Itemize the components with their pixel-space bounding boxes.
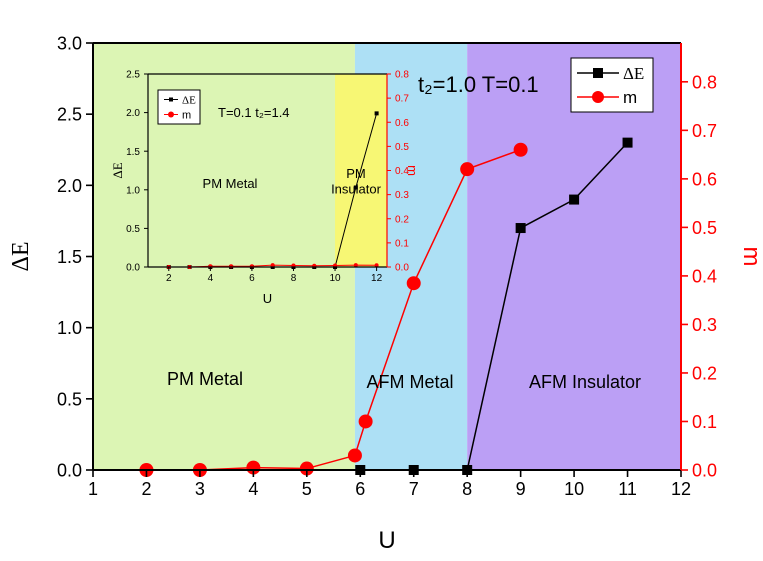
- inset-region-label: PM Insulator: [331, 166, 382, 197]
- main-delta-e-point: [569, 194, 580, 205]
- main-y2-tick-label: 0.4: [692, 266, 717, 286]
- inset-m-point: [353, 263, 358, 268]
- main-y2-tick-label: 0.1: [692, 412, 717, 432]
- inset-legend-label: ΔE: [182, 94, 196, 106]
- inset-x-tick-label: 10: [329, 273, 341, 284]
- inset-region-labels: PM Metal PM Insulator: [203, 166, 382, 197]
- main-y-tick-label: 2.0: [57, 176, 82, 196]
- main-y-tick-label: 0.5: [57, 389, 82, 409]
- inset-y2-tick-label: 0.6: [395, 118, 409, 129]
- main-m-point: [358, 414, 373, 429]
- main-axes: 1 2 3 4 5 6 7 8 9 10 11 120.00.51.01.52.02.53.00.00…: [57, 33, 717, 499]
- main-delta-e-point: [622, 137, 633, 148]
- main-x-tick-label: 12: [671, 479, 691, 499]
- inset-x-tick-label: 2: [166, 273, 172, 284]
- inset-legend-circle-marker: [168, 111, 174, 118]
- inset-y-tick-label: 0.0: [126, 263, 140, 274]
- main-region-label: AFM Metal: [366, 372, 453, 392]
- inset-axes: 2 4 6 8 10 12 0.0 0.5 1.0 1.5 2.0 2.5 0.0 0.1 0.2 0.3 0.…: [126, 70, 409, 284]
- inset-y2-tick-label: 0.8: [395, 70, 409, 81]
- main-legend-square-marker: [593, 68, 603, 78]
- inset-y-axis-label: ΔE: [110, 162, 125, 178]
- main-y-tick-label: 1.0: [57, 318, 82, 338]
- inset-y2-tick-label: 0.5: [395, 142, 409, 153]
- main-legend-box: [570, 57, 654, 113]
- inset-chart: 2 4 6 8 10 12 0.0 0.5 1.0 1.5 2.0 2.5 0.0 0.1 0.2 0.3 0.…: [110, 70, 420, 306]
- main-y-tick-label: 3.0: [57, 33, 82, 53]
- main-x-tick-label: 5: [302, 479, 312, 499]
- main-m-point: [513, 142, 528, 157]
- main-y2-tick-label: 0.6: [692, 169, 717, 189]
- main-y2-tick-label: 0.3: [692, 315, 717, 335]
- main-y2-tick-label: 0.8: [692, 72, 717, 92]
- main-x-tick-label: 11: [618, 479, 637, 499]
- main-region-2: [467, 43, 681, 470]
- main-x-axis-label: U: [378, 527, 395, 554]
- inset-y2-tick-label: 0.2: [395, 214, 409, 225]
- main-legend-circle-marker: [592, 91, 604, 103]
- main-y2-tick-label: 0.0: [692, 460, 717, 480]
- inset-region-label: PM Metal: [203, 176, 258, 191]
- inset-x-tick-label: 4: [208, 273, 214, 284]
- main-y-axis-label: ΔE: [8, 241, 34, 271]
- inset-y-tick-label: 2.5: [126, 70, 140, 81]
- inset-y-tick-label: 0.5: [126, 224, 140, 235]
- inset-y-tick-label: 2.0: [126, 108, 140, 119]
- inset-y2-axis-label: m: [405, 165, 420, 176]
- main-y2-tick-label: 0.7: [692, 121, 717, 141]
- main-y2-tick-label: 0.2: [692, 363, 717, 383]
- inset-legend-label: m: [182, 109, 191, 121]
- main-x-tick-label: 7: [409, 479, 419, 499]
- inset-legend: ΔE m: [157, 89, 201, 125]
- main-x-tick-label: 6: [355, 479, 365, 499]
- main-x-tick-label: 4: [248, 479, 258, 499]
- main-y-tick-label: 2.5: [57, 105, 82, 125]
- inset-x-tick-label: 6: [249, 273, 255, 284]
- main-x-tick-label: 1: [88, 479, 98, 499]
- inset-y2-tick-label: 0.0: [395, 263, 409, 274]
- inset-x-tick-label: 12: [371, 273, 383, 284]
- inset-y-tick-label: 1.5: [126, 147, 140, 158]
- inset-m-point: [270, 263, 275, 268]
- inset-y2-tick-label: 0.1: [395, 238, 409, 249]
- inset-delta-e-point: [374, 111, 379, 116]
- inset-legend-box: [157, 89, 201, 125]
- main-y2-tick-label: 0.5: [692, 218, 717, 238]
- inset-x-axis-label: U: [263, 291, 272, 306]
- inset-y2-tick-label: 0.3: [395, 190, 409, 201]
- main-x-tick-label: 10: [564, 479, 584, 499]
- inset-y-tick-label: 1.0: [126, 185, 140, 196]
- main-region-labels: PM Metal AFM Metal AFM Insulator: [167, 369, 641, 392]
- main-x-tick-label: 8: [462, 479, 472, 499]
- inset-m-point: [374, 263, 379, 268]
- inset-annotation: T=0.1 t₂=1.4: [218, 105, 290, 120]
- main-m-point: [246, 460, 261, 475]
- main-m-point: [406, 276, 421, 291]
- main-legend: ΔE m: [570, 57, 654, 113]
- main-y-tick-label: 1.5: [57, 247, 82, 267]
- main-x-tick-label: 2: [141, 479, 151, 499]
- main-y2-axis-label: m: [738, 247, 763, 267]
- inset-y2-tick-label: 0.7: [395, 94, 409, 105]
- inset-x-tick-label: 8: [291, 273, 297, 284]
- inset-delta-e-point: [353, 185, 358, 190]
- main-m-point: [347, 448, 362, 463]
- main-y-tick-label: 0.0: [57, 460, 82, 480]
- main-annotation: t₂=1.0 T=0.1: [418, 72, 539, 97]
- main-legend-label: m: [623, 88, 637, 107]
- main-legend-label: ΔE: [623, 64, 644, 83]
- main-m-point: [460, 162, 475, 177]
- inset-m-point: [229, 264, 234, 269]
- main-region-label: AFM Insulator: [529, 372, 641, 392]
- main-region-label: PM Metal: [167, 369, 243, 389]
- main-m-point: [299, 461, 314, 476]
- inset-y2-tick-label: 0.4: [395, 166, 409, 177]
- inset-legend-square-marker: [169, 97, 173, 102]
- main-delta-e-point: [515, 223, 526, 234]
- main-x-tick-label: 3: [195, 479, 205, 499]
- main-x-tick-label: 9: [516, 479, 526, 499]
